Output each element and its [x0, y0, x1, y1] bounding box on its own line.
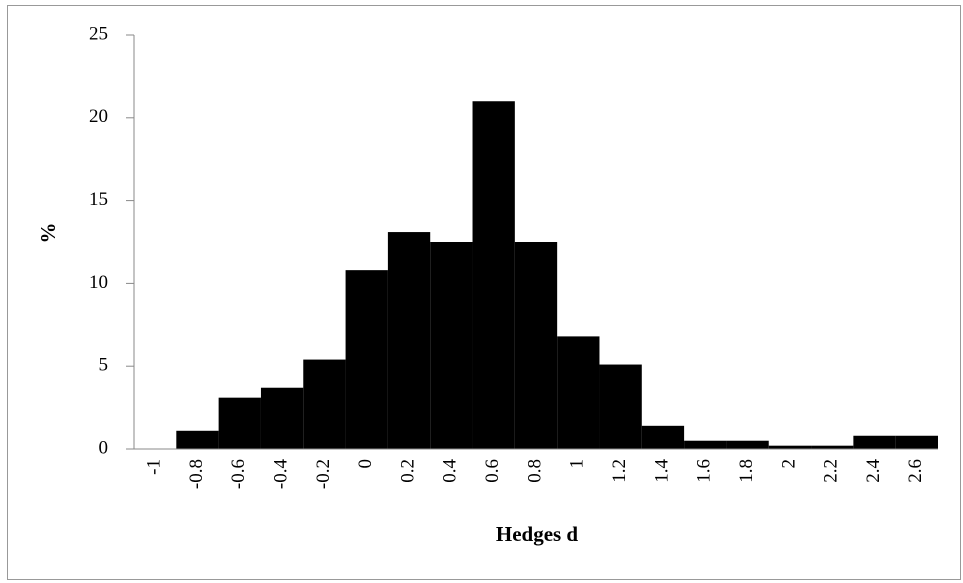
- y-tick-label: 15: [89, 189, 108, 210]
- bar: [726, 440, 769, 449]
- bar: [768, 445, 812, 449]
- y-tick-label: 10: [89, 272, 108, 293]
- x-axis-title: Hedges d: [496, 522, 579, 546]
- bar: [387, 232, 431, 449]
- bar: [599, 364, 642, 449]
- bar: [557, 336, 600, 449]
- y-axis-title: %: [36, 223, 60, 244]
- bar: [895, 435, 938, 449]
- x-tick-label: -0.4: [270, 459, 291, 490]
- bar: [472, 101, 515, 450]
- x-tick-label: 0.6: [482, 459, 503, 483]
- bar: [514, 242, 558, 449]
- x-tick-label: 2.6: [905, 459, 926, 483]
- y-tick-label: 25: [89, 23, 108, 44]
- x-tick-label: 1.8: [736, 459, 757, 483]
- x-tick-label: -0.8: [186, 459, 207, 489]
- bar: [260, 387, 304, 449]
- bar: [176, 430, 219, 449]
- x-tick-label: 2: [778, 459, 799, 469]
- x-tick-label: 0.4: [440, 459, 461, 483]
- bar: [853, 435, 896, 449]
- x-tick-label: 2.4: [863, 459, 884, 483]
- bar: [811, 445, 854, 449]
- y-tick-label: 0: [99, 437, 109, 458]
- x-tick-label: -0.2: [313, 459, 334, 489]
- bar: [641, 425, 685, 449]
- x-tick-label: 1.2: [609, 459, 630, 483]
- x-tick-label: 1: [567, 459, 588, 469]
- bar: [345, 270, 388, 449]
- x-tick-label: 0.8: [524, 459, 545, 483]
- bar: [303, 359, 346, 449]
- y-tick-label: 20: [89, 106, 108, 127]
- x-tick-label: 2.2: [821, 459, 842, 483]
- x-tick-label: 1.4: [651, 459, 672, 483]
- x-tick-label: -0.6: [228, 459, 249, 489]
- x-tick-label: -1: [144, 459, 165, 475]
- x-tick-label: 0.2: [397, 459, 418, 483]
- x-tick-label: 0: [355, 459, 376, 469]
- y-tick-label: 5: [99, 355, 109, 376]
- bar: [218, 397, 261, 449]
- x-tick-label: 1.6: [694, 459, 715, 483]
- bar: [684, 440, 727, 449]
- bar: [430, 242, 473, 449]
